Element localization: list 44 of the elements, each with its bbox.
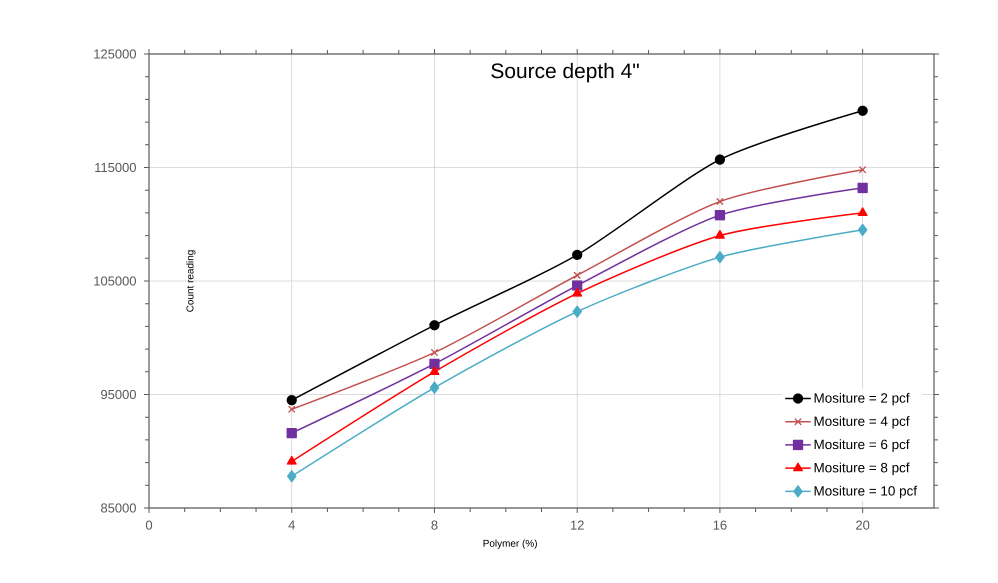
legend-label: Mositure = 8 pcf: [814, 462, 910, 476]
point: [288, 405, 296, 414]
x-axis-title: Polymer (%): [484, 540, 537, 549]
legend-label: Mositure = 2 pcf: [814, 392, 910, 406]
point: [858, 224, 868, 236]
x-tick-label: 0: [146, 520, 152, 530]
y-axis-title: Count reading: [186, 250, 196, 312]
point: [286, 470, 297, 482]
x-tick-label: 8: [431, 520, 438, 530]
x-tick-label: 4: [288, 520, 295, 530]
point: [714, 154, 726, 165]
point: [430, 382, 440, 394]
point: [572, 250, 582, 260]
y-tick-label: 105000: [94, 276, 136, 286]
x-tick-label: 20: [856, 520, 870, 530]
point: [573, 271, 582, 280]
point: [858, 166, 866, 174]
point: [572, 305, 582, 318]
y-tick-label: 85000: [101, 503, 136, 513]
point: [286, 395, 297, 406]
y-tick-label: 95000: [101, 390, 136, 400]
point: [857, 106, 868, 116]
point: [714, 210, 726, 220]
point: [714, 230, 725, 239]
legend-label: Mositure = 6 pcf: [814, 439, 910, 452]
point: [429, 366, 440, 375]
point: [286, 456, 297, 465]
point: [286, 428, 297, 438]
point: [572, 280, 582, 291]
x-tick-label: 12: [570, 520, 584, 530]
chart-title: Source depth 4": [491, 62, 639, 82]
legend-label: Mositure = 4 pcf: [814, 416, 910, 429]
point: [572, 288, 582, 297]
point: [430, 348, 438, 356]
point: [858, 207, 868, 216]
point: [429, 358, 440, 369]
y-tick-label: 115000: [95, 162, 136, 172]
point: [857, 182, 868, 194]
x-tick-label: 16: [714, 520, 727, 530]
legend-label: Mositure = 10 pcf: [814, 486, 918, 498]
point: [429, 320, 440, 330]
point: [716, 198, 724, 206]
point: [715, 251, 725, 264]
y-tick-label: 125000: [94, 49, 136, 59]
